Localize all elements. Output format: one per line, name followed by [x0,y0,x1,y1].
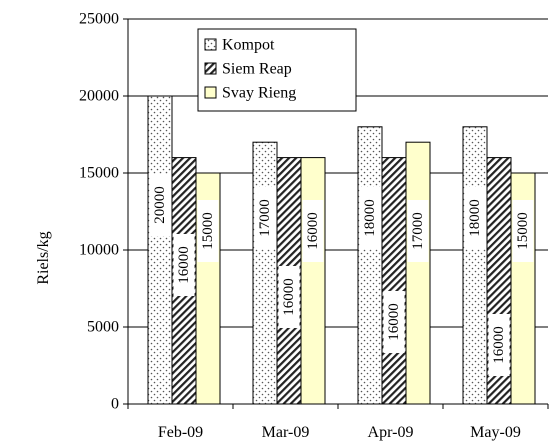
data-label-box [278,266,300,328]
data-label: 18000 [467,199,483,237]
x-tick-label: May-09 [470,424,521,441]
bar [147,95,173,405]
data-label: 15000 [515,212,531,250]
bar [357,126,383,405]
data-label-box [383,291,405,353]
y-tick-label: 15000 [79,165,119,182]
bar [462,126,488,405]
data-label-box [254,187,276,249]
data-label: 16000 [305,212,321,250]
data-label: 20000 [152,186,168,224]
y-tick-label: 10000 [79,242,119,259]
y-tick-label: 25000 [79,11,119,28]
bar [381,157,407,405]
data-label: 17000 [410,212,426,250]
data-label-box [488,314,510,376]
legend: Kompot Siem Reap Svay Rieng [197,28,357,112]
data-label-box [197,200,219,262]
bar [405,141,431,405]
y-tick-label: 5000 [87,319,119,336]
axes: 0 5000 10000 15000 20000 25000 Feb-09 Mar-09 Apr… [79,11,549,441]
legend-swatch [204,38,217,51]
legend-swatch [204,62,217,75]
data-label-box [464,187,486,249]
data-label: 18000 [362,199,378,237]
data-label: 15000 [200,212,216,250]
x-tick-label: Feb-09 [158,424,203,441]
data-label: 16000 [281,278,297,316]
legend-label: Kompot [222,37,275,54]
y-tick-label: 0 [111,396,119,413]
data-label: 16000 [386,303,402,341]
y-tick-label: 20000 [79,88,119,105]
data-label-box [359,187,381,249]
data-label: 17000 [257,199,273,237]
legend-label: Siem Reap [222,61,292,78]
data-label-box [149,174,171,236]
data-label: 16000 [176,246,192,284]
y-axis-label: Riels/kg [35,231,52,284]
data-label-box [302,200,324,262]
data-label-box [173,234,195,296]
bar [252,141,278,405]
legend-swatch [204,86,217,99]
x-tick-label: Mar-09 [262,424,310,441]
data-label: 16000 [491,326,507,364]
data-label-box [512,200,534,262]
data-labels: 20000 17000 18000 18000 16000 16000 16000 16000… [149,174,534,376]
legend-label: Svay Rieng [222,85,296,102]
data-label-box [407,200,429,262]
legend-box [197,28,357,112]
x-tick-label: Apr-09 [368,424,414,441]
bar [300,157,326,405]
